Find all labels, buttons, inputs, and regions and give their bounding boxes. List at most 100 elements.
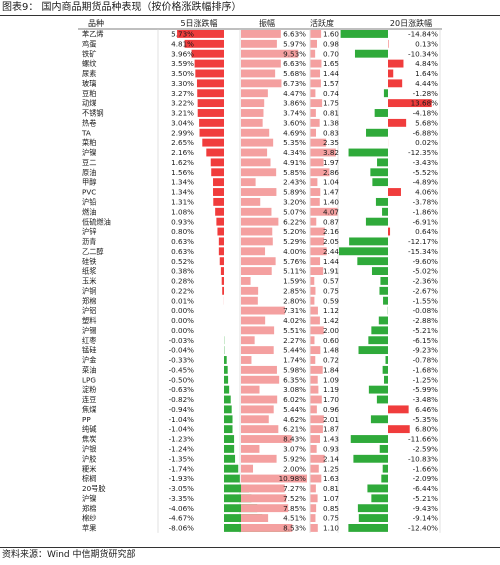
- change-5d-bar: [221, 277, 224, 285]
- activity-bar: [310, 197, 320, 206]
- activity-label: 2.01: [323, 415, 339, 424]
- change-5d-bar: [224, 385, 230, 394]
- change-5d-bar: [222, 286, 224, 295]
- commodity-name: 低硫燃油: [82, 217, 111, 226]
- change-5d-label: 3.50%: [171, 69, 194, 78]
- amplitude-bar: [241, 375, 280, 384]
- change-5d-bar: [224, 474, 240, 483]
- activity-label: 1.04: [323, 178, 339, 187]
- change-20d-bar: [339, 247, 388, 256]
- change-5d-bar: [194, 59, 224, 68]
- activity-bar: [310, 524, 318, 532]
- commodity-name: 纯碱: [82, 425, 96, 434]
- commodity-name: 纸浆: [82, 267, 96, 276]
- column-header: 活跃度: [310, 18, 334, 28]
- activity-bar: [310, 109, 316, 117]
- commodity-name: 甲醇: [82, 178, 96, 187]
- change-20d-bar: [383, 89, 388, 98]
- change-20d-label: -1.25%: [413, 375, 439, 384]
- change-20d-bar: [383, 296, 388, 305]
- amplitude-bar: [241, 444, 260, 453]
- commodity-name: 沪金: [82, 356, 96, 365]
- activity-bar: [310, 316, 320, 325]
- amplitude-bar: [241, 227, 273, 236]
- activity-bar: [310, 306, 318, 315]
- change-5d-label: 3.30%: [171, 79, 194, 88]
- commodity-name: 红枣: [82, 336, 96, 345]
- change-20d-label: -5.21%: [413, 494, 439, 503]
- activity-label: 1.43: [323, 435, 339, 444]
- change-5d-label: 3.22%: [171, 99, 194, 108]
- activity-bar: [310, 415, 324, 424]
- change-5d-label: 0.52%: [171, 257, 194, 266]
- change-5d-label: -0.63%: [169, 385, 195, 394]
- activity-bar: [310, 49, 316, 58]
- change-5d-bar: [213, 197, 224, 206]
- change-20d-label: 4.84%: [415, 59, 438, 68]
- amplitude-label: 5.44%: [283, 405, 306, 414]
- change-20d-label: -4.89%: [413, 178, 439, 187]
- change-20d-label: -2.88%: [413, 316, 439, 325]
- change-20d-bar: [348, 148, 388, 157]
- activity-label: 1.87: [323, 425, 339, 434]
- amplitude-bar: [241, 69, 276, 78]
- amplitude-bar: [241, 138, 274, 147]
- activity-label: 1.12: [323, 306, 339, 315]
- change-5d-bar: [220, 267, 224, 275]
- change-5d-bar: [199, 128, 224, 137]
- change-20d-bar: [340, 30, 388, 38]
- change-20d-bar: [348, 524, 388, 532]
- amplitude-label: 6.22%: [283, 217, 306, 226]
- activity-label: 0.93: [323, 445, 339, 454]
- change-5d-bar: [224, 405, 232, 414]
- change-20d-bar: [380, 277, 388, 285]
- amplitude-bar: [241, 316, 266, 325]
- activity-label: 1.07: [323, 494, 339, 503]
- activity-label: 2.86: [323, 168, 339, 177]
- amplitude-bar: [241, 49, 299, 58]
- change-5d-label: 1.08%: [171, 207, 194, 216]
- change-5d-bar: [224, 494, 252, 503]
- activity-label: 1.42: [323, 316, 339, 325]
- amplitude-label: 7.31%: [283, 306, 306, 315]
- column-header: 品种: [88, 18, 104, 28]
- commodity-name: 沪锡: [82, 326, 96, 335]
- activity-label: 1.57: [323, 79, 339, 88]
- amplitude-bar: [241, 286, 259, 295]
- change-5d-label: 0.01%: [171, 296, 194, 305]
- change-20d-bar: [371, 267, 388, 275]
- activity-bar: [310, 504, 317, 513]
- amplitude-bar: [241, 504, 289, 513]
- amplitude-label: 4.62%: [283, 415, 306, 424]
- activity-label: 0.72: [323, 356, 339, 365]
- amplitude-label: 5.29%: [283, 237, 306, 246]
- change-20d-label: -1.66%: [413, 464, 439, 473]
- amplitude-bar: [241, 168, 277, 177]
- change-5d-label: 2.16%: [171, 148, 194, 157]
- change-20d-label: -6.44%: [413, 484, 439, 493]
- activity-label: 1.44: [323, 69, 339, 78]
- amplitude-bar: [241, 326, 275, 335]
- activity-label: 2.00: [323, 326, 339, 335]
- change-5d-label: -0.33%: [169, 356, 195, 365]
- commodity-name: 菜粕: [82, 138, 96, 147]
- change-5d-label: 1.56%: [171, 168, 194, 177]
- change-20d-label: -2.36%: [413, 277, 439, 286]
- change-20d-bar: [372, 178, 388, 187]
- change-5d-label: 0.93%: [171, 217, 194, 226]
- activity-label: 0.74: [323, 89, 339, 98]
- amplitude-bar: [241, 356, 252, 364]
- activity-bar: [310, 30, 322, 38]
- change-20d-label: -2.09%: [413, 474, 439, 483]
- commodity-name: 郑棉: [82, 504, 96, 513]
- change-5d-label: 0.28%: [171, 277, 194, 286]
- commodity-name: 沪胶: [82, 454, 96, 463]
- change-20d-label: -9.43%: [413, 504, 439, 513]
- activity-bar: [310, 435, 320, 443]
- amplitude-bar: [241, 79, 282, 88]
- change-20d-bar: [379, 286, 388, 295]
- activity-bar: [310, 267, 324, 275]
- amplitude-label: 5.85%: [283, 168, 306, 177]
- change-20d-bar: [375, 197, 388, 206]
- change-5d-label: -1.04%: [169, 425, 195, 434]
